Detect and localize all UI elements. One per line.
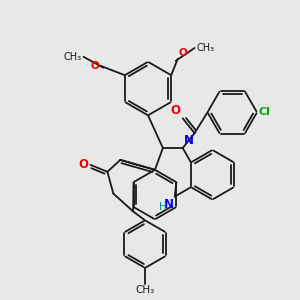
- Text: O: O: [79, 158, 88, 171]
- Text: CH₃: CH₃: [196, 43, 215, 53]
- Text: O: O: [179, 48, 188, 58]
- Text: N: N: [184, 134, 194, 147]
- Text: Cl: Cl: [259, 107, 271, 117]
- Text: O: O: [91, 61, 100, 71]
- Text: CH₃: CH₃: [135, 285, 155, 295]
- Text: H: H: [159, 202, 167, 212]
- Text: O: O: [171, 104, 181, 117]
- Text: CH₃: CH₃: [64, 52, 82, 62]
- Text: N: N: [164, 198, 174, 211]
